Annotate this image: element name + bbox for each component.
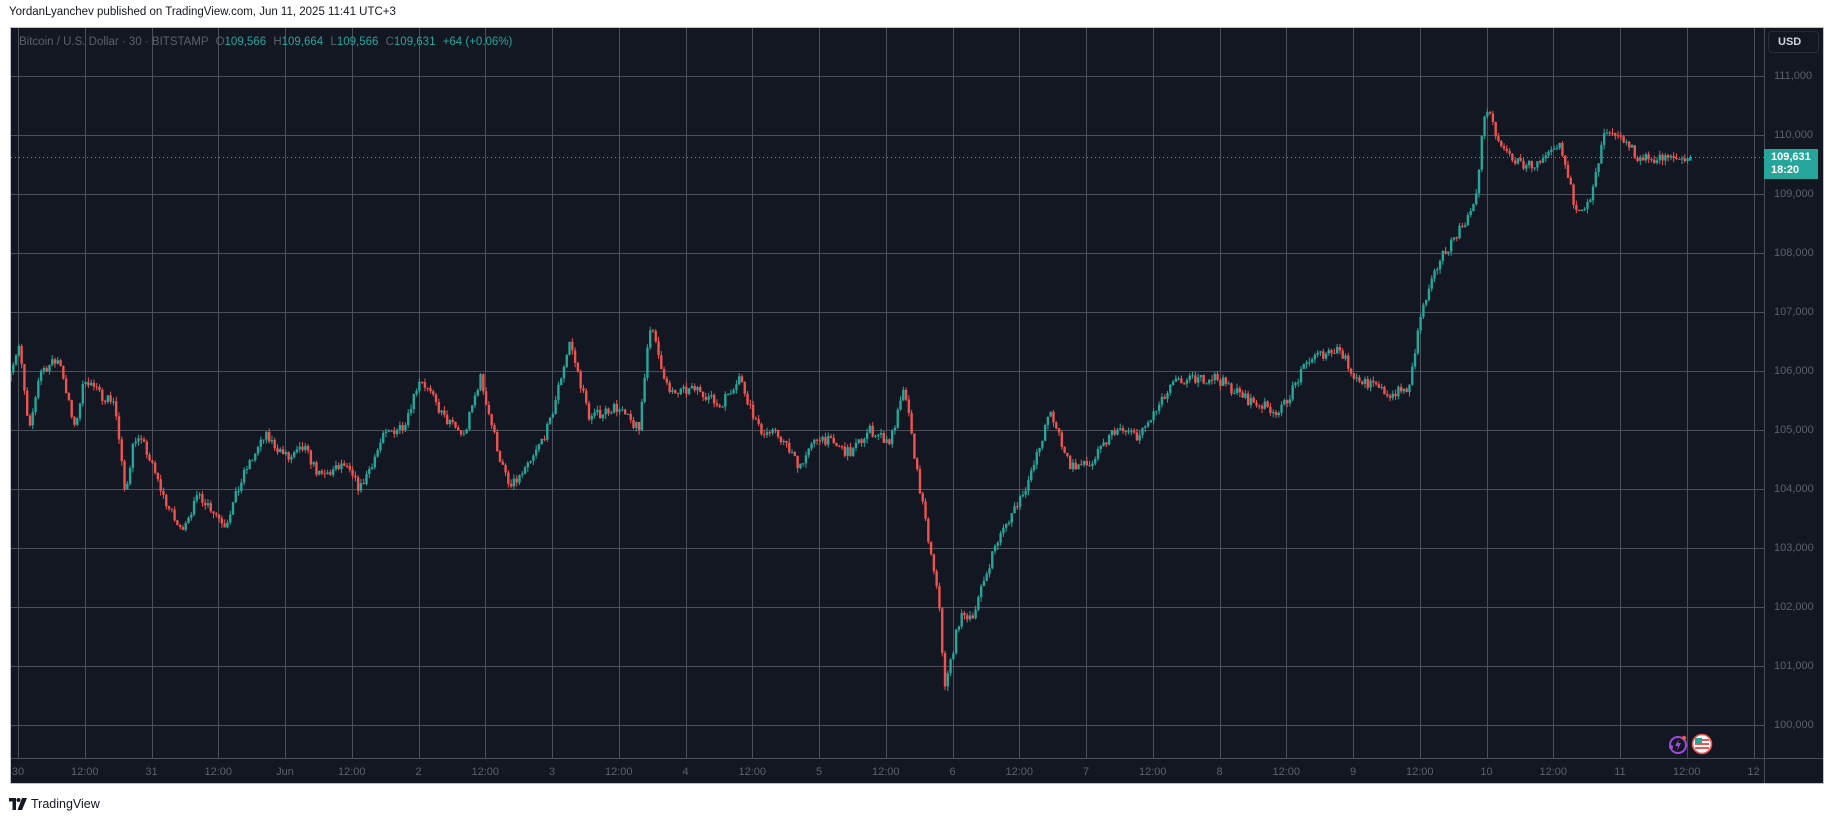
- bar-countdown: 18:20: [1771, 163, 1800, 176]
- last-price-label: 109,631 18:20: [1764, 148, 1818, 179]
- time-tick-label: 12:00: [204, 766, 233, 778]
- price-tick-label: 103,000: [1774, 542, 1814, 554]
- price-tick-label: 102,000: [1774, 601, 1814, 613]
- currency-button[interactable]: USD: [1768, 31, 1819, 53]
- lightning-event-icon[interactable]: [1667, 733, 1689, 755]
- chart-container[interactable]: Bitcoin / U.S. Dollar · 30 · BITSTAMP O1…: [10, 27, 1824, 784]
- time-tick-label: 12:00: [471, 766, 500, 778]
- axis-corner: [1764, 758, 1823, 783]
- time-tick-label: 31: [145, 766, 158, 778]
- time-tick-label: 12:00: [1672, 766, 1701, 778]
- candles: [11, 109, 1692, 692]
- time-tick-label: 12:00: [1405, 766, 1434, 778]
- tradingview-brand[interactable]: TradingView: [9, 797, 100, 811]
- time-tick-label: 12: [1747, 766, 1760, 778]
- last-price-value: 109,631: [1771, 150, 1811, 163]
- events-markers: [1667, 733, 1713, 757]
- time-scale[interactable]: 30 12:00 31 12:00 Jun 12:00 2 12:00 3 12:00 4 12:00…: [11, 758, 1764, 783]
- price-tick-label: 100,000: [1774, 719, 1814, 731]
- time-tick-label: 10: [1480, 766, 1493, 778]
- price-tick-label: 107,000: [1774, 306, 1814, 318]
- time-tick-label: 12:00: [337, 766, 366, 778]
- change-value: +64 (+0.06%): [442, 36, 513, 48]
- time-tick-label: 6: [949, 766, 956, 778]
- open-value: 109,566: [224, 36, 267, 48]
- price-tick-label: 108,000: [1774, 247, 1814, 259]
- close-value: 109,631: [393, 36, 436, 48]
- high-label: H: [273, 36, 282, 48]
- price-tick-label: 104,000: [1774, 483, 1814, 495]
- time-tick-label: 9: [1349, 766, 1357, 778]
- price-tick-label: 105,000: [1774, 424, 1814, 436]
- open-label: O: [215, 36, 225, 48]
- time-tick-label: 5: [815, 766, 823, 778]
- low-value: 109,566: [336, 36, 379, 48]
- candlestick-plot[interactable]: [11, 28, 1764, 758]
- time-tick-label: 12:00: [1539, 766, 1568, 778]
- high-value: 109,664: [281, 36, 324, 48]
- time-tick-label: 3: [548, 766, 556, 778]
- time-tick-label: 12:00: [738, 766, 767, 778]
- time-tick-label: 12:00: [871, 766, 900, 778]
- time-tick-label: Jun: [276, 766, 294, 778]
- symbol-title[interactable]: Bitcoin / U.S. Dollar · 30 · BITSTAMP: [19, 36, 209, 48]
- time-tick-label: 11: [1614, 766, 1626, 778]
- price-tick-label: 106,000: [1774, 365, 1814, 377]
- close-label: C: [385, 36, 394, 48]
- time-tick-label: 7: [1082, 766, 1090, 778]
- price-tick-label: 109,000: [1774, 188, 1814, 200]
- tradingview-logo-icon: [9, 798, 27, 810]
- symbol-legend: Bitcoin / U.S. Dollar · 30 · BITSTAMP O1…: [19, 36, 512, 48]
- price-scale[interactable]: 111,000 110,000 109,000 108,000 107,000 106,0…: [1764, 28, 1823, 758]
- time-tick-label: 2: [415, 766, 422, 778]
- price-tick-label: 111,000: [1774, 70, 1813, 82]
- time-tick-label: 30: [11, 766, 25, 778]
- time-tick-label: 12:00: [70, 766, 99, 778]
- time-tick-label: 12:00: [1005, 766, 1034, 778]
- time-tick-label: 12:00: [1138, 766, 1167, 778]
- tradingview-wordmark: TradingView: [31, 797, 100, 811]
- time-tick-label: 12:00: [604, 766, 633, 778]
- published-by-line: YordanLyanchev published on TradingView.…: [9, 6, 396, 18]
- price-tick-label: 110,000: [1774, 129, 1813, 141]
- time-tick-label: 8: [1216, 766, 1223, 778]
- time-tick-label: 12:00: [1272, 766, 1301, 778]
- low-label: L: [330, 36, 337, 48]
- time-tick-label: 4: [682, 766, 689, 778]
- us-flag-event-icon[interactable]: [1691, 733, 1713, 755]
- price-tick-label: 101,000: [1774, 660, 1814, 672]
